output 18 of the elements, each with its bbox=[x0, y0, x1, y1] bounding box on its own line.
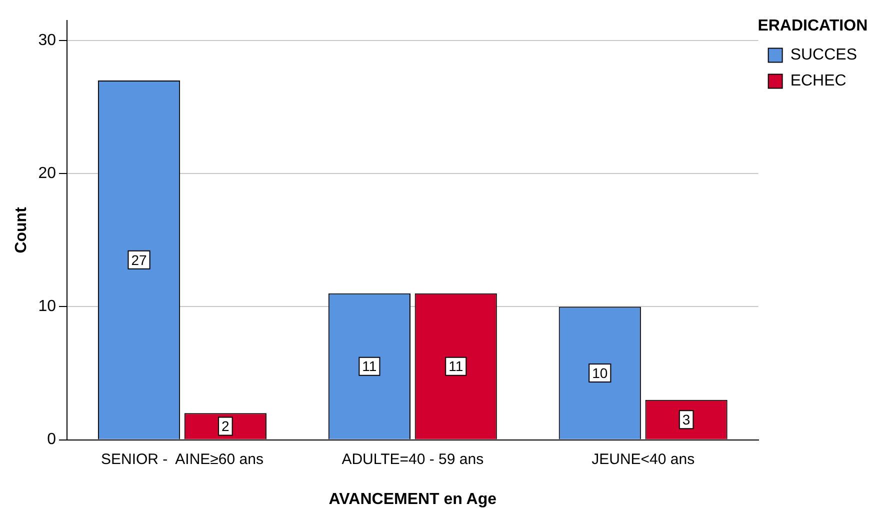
y-axis-title: Count bbox=[13, 206, 30, 254]
y-tick-label: 20 bbox=[38, 165, 56, 182]
data-label: 11 bbox=[362, 358, 377, 374]
data-label: 3 bbox=[682, 411, 690, 428]
data-label: 27 bbox=[131, 252, 148, 268]
data-label: 2 bbox=[222, 418, 230, 434]
legend-label: SUCCES bbox=[790, 46, 858, 64]
legend-title: ERADICATION bbox=[758, 17, 868, 34]
y-tick-label: 0 bbox=[47, 431, 56, 448]
x-tick-label: SENIOR - AINE≥60 ans bbox=[100, 450, 264, 468]
data-label: 11 bbox=[448, 358, 464, 374]
y-tick-label: 30 bbox=[38, 32, 56, 49]
x-tick-label: ADULTE=40 - 59 ans bbox=[342, 450, 484, 468]
x-axis-title: AVANCEMENT en Age bbox=[328, 490, 497, 508]
y-tick-label: 10 bbox=[38, 298, 56, 316]
x-tick-label: JEUNE<40 ans bbox=[592, 450, 695, 468]
data-label: 10 bbox=[592, 364, 608, 381]
legend-label: ECHEC bbox=[790, 72, 846, 90]
